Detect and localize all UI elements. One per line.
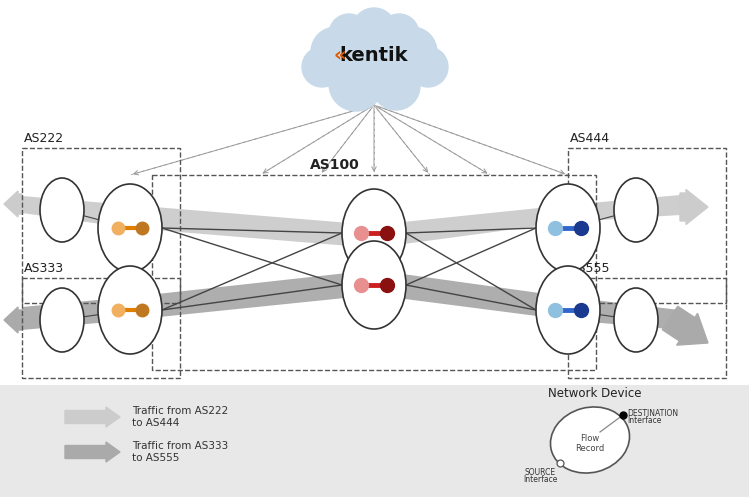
Ellipse shape <box>614 178 658 242</box>
FancyArrow shape <box>65 442 120 462</box>
Text: to AS555: to AS555 <box>132 453 179 463</box>
Ellipse shape <box>614 288 658 352</box>
Circle shape <box>329 14 369 54</box>
Text: Traffic from AS333: Traffic from AS333 <box>132 441 228 451</box>
Ellipse shape <box>342 189 406 277</box>
Text: Traffic from AS222: Traffic from AS222 <box>132 406 228 416</box>
Bar <box>22 148 180 303</box>
Text: Interface: Interface <box>627 415 661 424</box>
Text: AS444: AS444 <box>570 132 610 145</box>
FancyArrow shape <box>662 306 708 345</box>
Ellipse shape <box>40 288 84 352</box>
Text: SOURCE: SOURCE <box>524 468 556 477</box>
Text: kentik: kentik <box>340 46 408 65</box>
FancyArrow shape <box>4 307 22 333</box>
Ellipse shape <box>536 266 600 354</box>
FancyArrow shape <box>4 191 22 217</box>
Circle shape <box>329 57 383 111</box>
Text: AS100: AS100 <box>310 158 360 172</box>
Polygon shape <box>22 270 680 330</box>
Bar <box>568 278 726 378</box>
FancyArrow shape <box>680 189 708 225</box>
Circle shape <box>342 30 406 94</box>
Bar <box>152 175 596 370</box>
Text: to AS444: to AS444 <box>132 418 179 428</box>
Circle shape <box>352 8 396 52</box>
Circle shape <box>379 14 419 54</box>
Text: AS555: AS555 <box>570 262 610 275</box>
FancyArrow shape <box>65 407 120 427</box>
Text: Flow: Flow <box>580 433 600 442</box>
Text: Network Device: Network Device <box>548 387 642 400</box>
Text: DESTINATION: DESTINATION <box>627 409 678 417</box>
Text: AS333: AS333 <box>24 262 64 275</box>
Text: AS222: AS222 <box>24 132 64 145</box>
Bar <box>22 278 180 378</box>
Ellipse shape <box>98 266 162 354</box>
Circle shape <box>408 47 448 87</box>
Text: Interface: Interface <box>523 475 557 484</box>
Ellipse shape <box>98 184 162 272</box>
Ellipse shape <box>342 241 406 329</box>
Polygon shape <box>22 195 695 248</box>
Circle shape <box>302 47 342 87</box>
Circle shape <box>372 62 420 110</box>
Bar <box>568 148 726 303</box>
Circle shape <box>311 27 361 77</box>
Bar <box>0 385 749 497</box>
Ellipse shape <box>551 407 630 473</box>
Text: Record: Record <box>575 443 604 452</box>
Text: «: « <box>334 46 346 65</box>
Ellipse shape <box>536 184 600 272</box>
Ellipse shape <box>40 178 84 242</box>
Circle shape <box>387 27 437 77</box>
